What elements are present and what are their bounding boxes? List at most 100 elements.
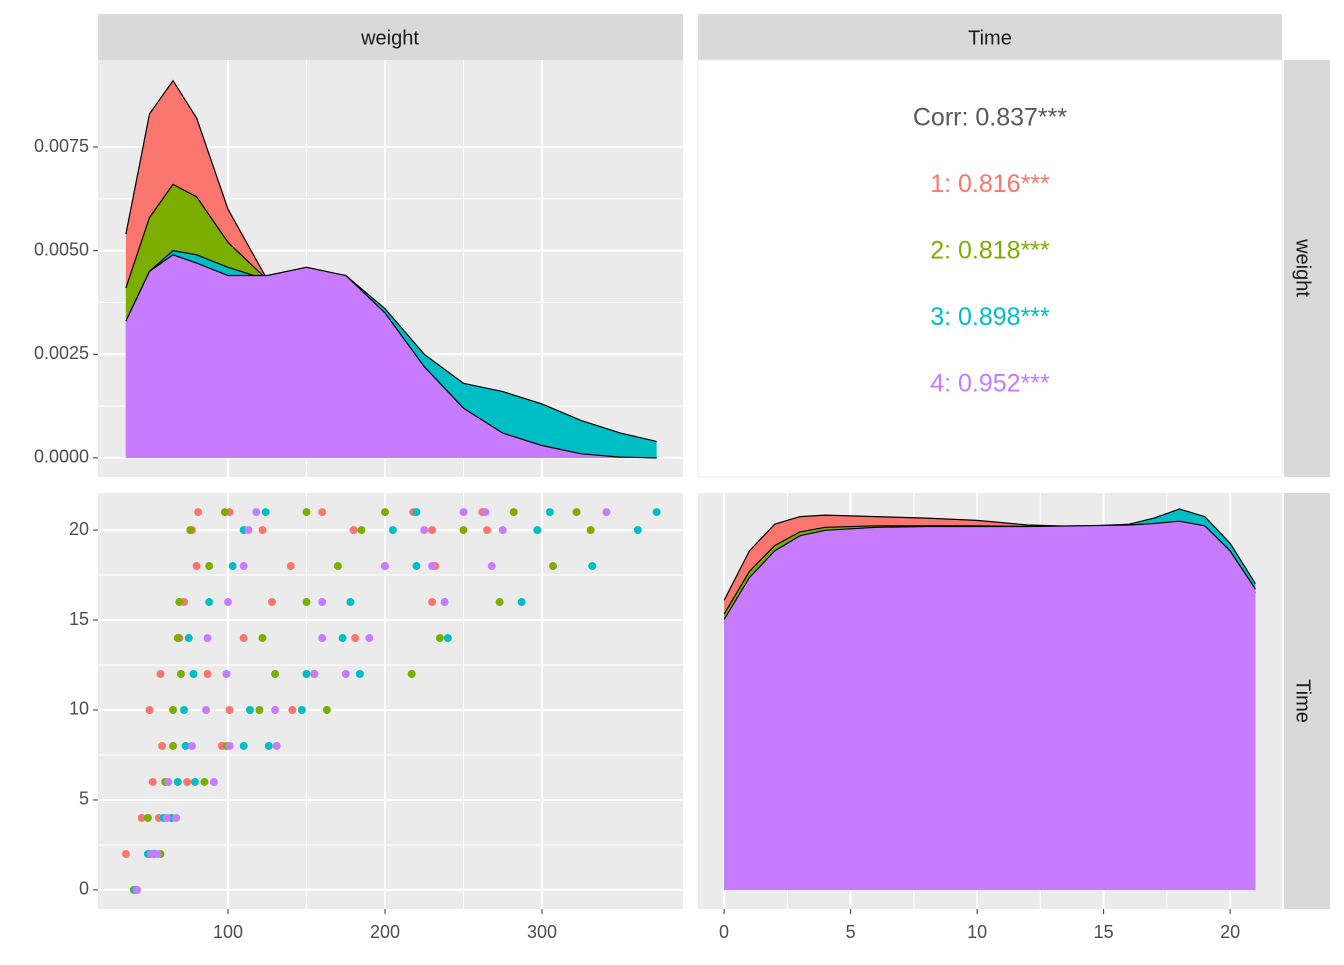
point (318, 634, 327, 643)
point (176, 670, 185, 679)
point (602, 508, 611, 517)
point (261, 508, 270, 517)
point (322, 705, 331, 714)
corr-label: 3: 0.898*** (930, 303, 1050, 331)
x-tick-label: 20 (1220, 922, 1240, 942)
point (412, 562, 421, 571)
point (192, 562, 201, 571)
point (209, 777, 218, 786)
point (183, 777, 192, 786)
point (173, 634, 182, 643)
point (272, 741, 281, 750)
x-tick-label: 300 (527, 922, 557, 942)
point (338, 634, 347, 643)
point (184, 634, 193, 643)
density-area (724, 521, 1256, 890)
strip-label: Time (968, 27, 1012, 49)
y-tick-label: 5 (79, 789, 89, 809)
strip (1284, 60, 1330, 477)
point (200, 777, 209, 786)
point (148, 777, 157, 786)
density-line (125, 250, 657, 442)
point (483, 526, 492, 535)
point (586, 526, 595, 535)
density-line (723, 520, 1256, 620)
point (545, 508, 554, 517)
point (435, 634, 444, 643)
strip-label: Time (1292, 679, 1314, 723)
point (509, 508, 518, 517)
point (175, 598, 184, 607)
strip-label: weight (1292, 238, 1314, 297)
point (181, 741, 190, 750)
point (271, 670, 280, 679)
x-tick-label: 100 (213, 922, 243, 942)
point (180, 705, 189, 714)
point (572, 508, 581, 517)
point (428, 562, 437, 571)
point (258, 634, 267, 643)
point (533, 526, 542, 535)
point (498, 526, 507, 535)
point (286, 562, 295, 571)
point (194, 508, 203, 517)
point (203, 670, 212, 679)
panel (697, 59, 1283, 478)
point (459, 526, 468, 535)
y-tick-label: 10 (69, 699, 89, 719)
point (495, 598, 504, 607)
point (355, 670, 364, 679)
corr-label: 1: 0.816*** (930, 170, 1050, 198)
point (318, 598, 327, 607)
point (549, 562, 557, 571)
point (440, 598, 449, 607)
point (302, 598, 311, 607)
point (346, 598, 355, 607)
point (245, 705, 254, 714)
point (224, 598, 232, 607)
point (202, 705, 211, 714)
y-tick-label: 20 (69, 519, 89, 539)
point (145, 705, 154, 714)
point (153, 849, 162, 858)
y-tick-label: 0.0000 (34, 447, 89, 467)
point (302, 508, 311, 517)
point (156, 670, 165, 679)
point (420, 526, 429, 535)
point (147, 849, 156, 858)
point (302, 670, 311, 679)
point (264, 741, 273, 750)
x-tick-label: 5 (846, 922, 856, 942)
point (225, 705, 234, 714)
point (381, 562, 390, 571)
corr-label: 4: 0.952*** (930, 370, 1050, 398)
strip (1284, 493, 1330, 909)
point (297, 705, 306, 714)
point (228, 562, 237, 571)
density-line (125, 254, 657, 459)
point (222, 670, 231, 679)
point (225, 741, 234, 750)
point (187, 741, 196, 750)
point (388, 526, 397, 535)
point (381, 508, 390, 517)
point (459, 508, 468, 517)
point (588, 562, 597, 571)
point (205, 598, 214, 607)
point (310, 670, 319, 679)
point (191, 777, 200, 786)
point (428, 598, 437, 607)
point (239, 562, 248, 571)
point (162, 813, 171, 822)
point (172, 813, 181, 822)
point (341, 670, 350, 679)
point (169, 705, 178, 714)
point (318, 508, 327, 517)
point (164, 777, 173, 786)
point (189, 670, 198, 679)
point (239, 741, 248, 750)
point (169, 741, 178, 750)
y-tick-label: 15 (69, 609, 89, 629)
